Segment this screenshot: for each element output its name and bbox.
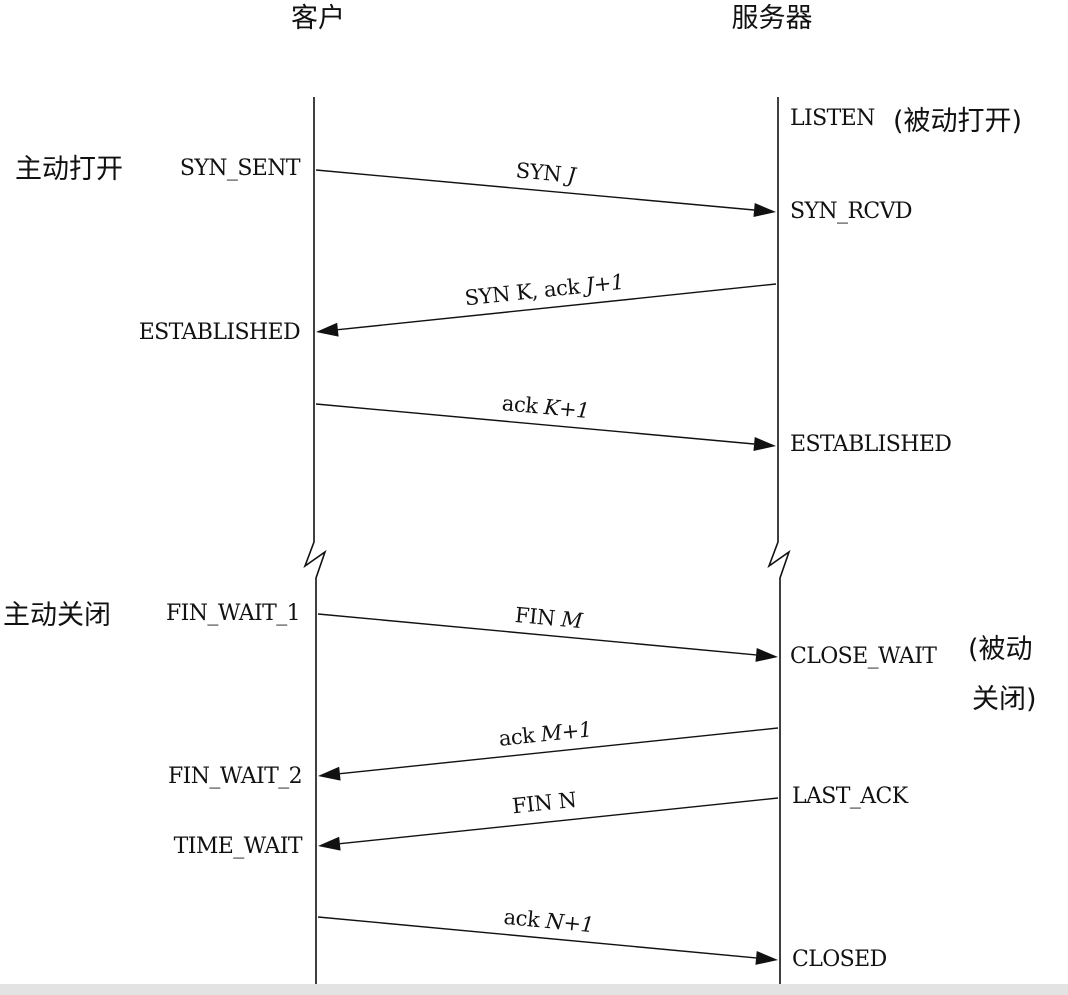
server-state-listen: LISTEN (790, 106, 875, 131)
message-arrow-line (337, 283, 777, 331)
message-label-italic: K+1 (542, 395, 590, 423)
message-arrow-head (316, 322, 339, 337)
passive-open-note: (被动打开) (893, 106, 1022, 137)
server-lifeline (767, 97, 791, 984)
message-ack-n: ack N+1 (317, 905, 778, 965)
message-arrow-head (753, 437, 776, 451)
message-label: FIN N (511, 788, 577, 819)
message-label: SYN J (515, 158, 579, 188)
message-label-italic: M (559, 607, 584, 633)
message-label-plain: ack (503, 905, 547, 933)
client-state-time-wait: TIME_WAIT (174, 834, 303, 859)
message-arrow-line (315, 403, 755, 445)
client-state-syn-sent: SYN_SENT (180, 156, 301, 181)
message-fin-m: FIN M (317, 603, 778, 662)
message-arrow-head (318, 836, 341, 851)
message-label-plain: SYN (515, 158, 569, 187)
message-label-plain: ack (501, 391, 545, 419)
message-arrow-line (317, 613, 757, 656)
message-arrow-line (339, 797, 779, 845)
message-ack-k: ack K+1 (315, 391, 776, 451)
message-syn-ack: SYN K, ack J+1 (316, 270, 777, 337)
message-label-plain: FIN N (511, 788, 577, 819)
server-state-established: ESTABLISHED (790, 432, 951, 457)
server-state-closed: CLOSED (792, 947, 887, 972)
message-arrow-line (317, 916, 757, 959)
message-fin-n: FIN N (318, 788, 779, 851)
active-open-note: 主动打开 (15, 154, 123, 185)
client-state-fin-wait-2: FIN_WAIT_2 (168, 764, 302, 789)
server-column-title: 服务器 (732, 3, 813, 34)
message-label: ack M+1 (498, 717, 593, 751)
message-label-plain: ack (498, 723, 542, 751)
message-arrow-line (339, 727, 779, 775)
message-arrow-line (315, 169, 755, 211)
message-syn: SYN J (315, 158, 776, 217)
message-label: SYN K, ack J+1 (464, 270, 625, 311)
client-column-title: 客户 (291, 3, 345, 34)
message-label-plain: SYN K, ack (464, 274, 587, 311)
server-state-syn-rcvd: SYN_RCVD (790, 199, 912, 224)
passive-close-note-line1: (被动 (968, 634, 1033, 665)
passive-close-note-line2: 关闭) (972, 684, 1037, 715)
bottom-scroll-strip (0, 984, 1068, 995)
server-state-close-wait: CLOSE_WAIT (790, 644, 937, 669)
message-ack-m: ack M+1 (318, 717, 779, 781)
message-arrow-head (755, 950, 778, 965)
client-state-fin-wait-1: FIN_WAIT_1 (166, 601, 300, 626)
message-arrow-head (753, 203, 776, 217)
message-label-italic: N+1 (544, 909, 595, 938)
message-label: ack K+1 (501, 391, 590, 423)
message-arrow-head (755, 647, 778, 662)
message-label: ack N+1 (503, 905, 595, 937)
client-state-established: ESTABLISHED (139, 320, 300, 345)
message-arrow-head (318, 766, 341, 781)
message-label-plain: FIN (514, 603, 562, 631)
server-state-last-ack: LAST_ACK (792, 784, 909, 809)
active-close-note: 主动关闭 (3, 600, 111, 631)
message-label-italic: M+1 (538, 717, 592, 746)
message-label: FIN M (514, 603, 584, 633)
message-label-italic: J+1 (581, 270, 625, 298)
client-lifeline (303, 97, 327, 984)
